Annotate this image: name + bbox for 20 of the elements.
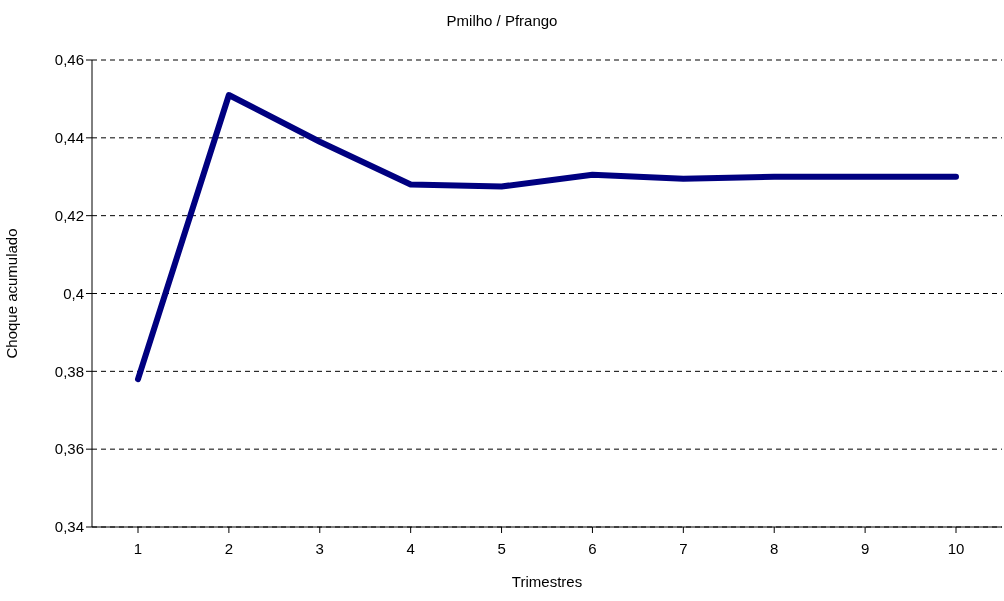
y-tick-label: 0,4 xyxy=(63,284,84,302)
y-tick-label: 0,44 xyxy=(54,129,84,147)
x-tick-label: 7 xyxy=(679,539,688,557)
x-tick-label: 10 xyxy=(947,539,965,557)
x-tick-label: 4 xyxy=(406,539,415,557)
y-axis-title: Choque acumulado xyxy=(3,228,21,359)
x-axis-title: Trimestres xyxy=(511,573,583,590)
x-tick-label: 3 xyxy=(315,539,324,557)
y-tick-label: 0,46 xyxy=(54,51,84,69)
x-tick-label: 2 xyxy=(224,539,234,557)
x-tick-label: 5 xyxy=(497,539,506,557)
x-tick-label: 1 xyxy=(133,539,143,557)
x-tick-label: 9 xyxy=(860,539,870,557)
y-tick-label: 0,34 xyxy=(54,518,84,536)
x-tick-label: 8 xyxy=(770,539,779,557)
y-tick-label: 0,36 xyxy=(54,440,84,458)
chart-title: Pmilho / Pfrango xyxy=(445,12,559,29)
y-tick-label: 0,42 xyxy=(54,206,84,224)
x-tick-label: 6 xyxy=(588,539,597,557)
y-tick-label: 0,38 xyxy=(54,362,84,380)
